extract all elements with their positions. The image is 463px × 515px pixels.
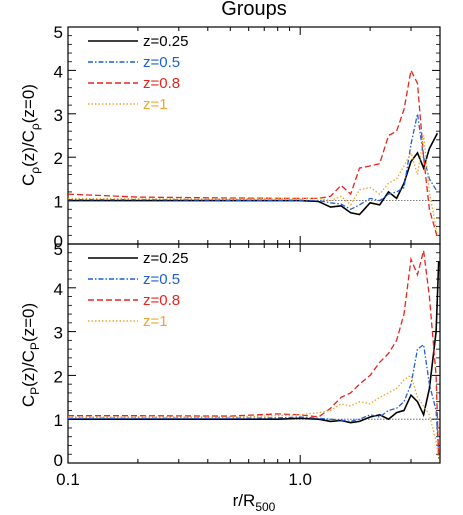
y-tick-label: 4 <box>54 280 63 299</box>
y-tick-label: 3 <box>54 106 63 125</box>
chart-title: Groups <box>221 0 287 20</box>
legend-label-z=0.25: z=0.25 <box>143 250 188 267</box>
x-tick-label: 1.0 <box>288 470 312 489</box>
y-tick-label: 2 <box>54 149 63 168</box>
panel-bottom-legend: z=0.25 z=0.5 z=0.8 z=1 <box>88 250 188 330</box>
panel-bottom-series <box>68 250 440 459</box>
panel-top: 0 1 2 3 4 5 z=0.25 z=0.5 z=0.8 z=1 Cρ(z)/Cρ(z=0) <box>19 23 441 251</box>
x-axis-label: r/R500 <box>233 491 276 514</box>
panel-top-series <box>67 68 439 238</box>
series-line-z=0.8 <box>68 250 440 459</box>
series-line-z=1 <box>68 374 440 459</box>
legend-label-z=1: z=1 <box>143 313 168 330</box>
y-tick-label: 1 <box>54 193 63 212</box>
series-line-z=0.5 <box>68 113 438 211</box>
series-line-z=1 <box>67 135 439 236</box>
series-line-z=0.25 <box>68 132 439 216</box>
legend-label-z=0.5: z=0.5 <box>143 271 180 288</box>
legend-label-z=0.25: z=0.25 <box>143 33 188 50</box>
panel-top-legend: z=0.25 z=0.5 z=0.8 z=1 <box>88 33 188 113</box>
legend-label-z=0.8: z=0.8 <box>143 292 180 309</box>
y-tick-label: 3 <box>54 324 63 343</box>
panel-top-ticks: 0 1 2 3 4 5 <box>54 23 441 251</box>
y-tick-label: 0 <box>54 232 63 251</box>
panel-bottom-frame <box>67 243 441 464</box>
y-tick-label: 2 <box>54 367 63 386</box>
y-tick-label: 1 <box>54 411 63 430</box>
legend-label-z=1: z=1 <box>143 96 168 113</box>
y-tick-label: 5 <box>54 23 63 42</box>
panel-bottom-ticks: 0 1 2 3 4 5 <box>54 240 441 470</box>
legend-label-z=0.5: z=0.5 <box>143 54 180 71</box>
series-line-z=0.8 <box>67 68 439 238</box>
legend-label-z=0.8: z=0.8 <box>143 75 180 92</box>
y-tick-label: 5 <box>54 240 63 259</box>
series-line-z=0.25 <box>68 261 440 424</box>
series-line-z=0.5 <box>68 343 440 455</box>
x-tick-label: 0.1 <box>56 470 80 489</box>
x-tick-labels: 0.1 1.0 <box>56 470 312 489</box>
panel-bottom-y-axis-label: CP(z)/CP(z=0) <box>19 303 42 407</box>
panel-bottom: 0 1 2 3 4 5 z=0.25 z=0.5 z=0.8 z=1 CP(z)/CP(z=0) <box>19 240 441 470</box>
y-tick-label: 4 <box>54 62 63 81</box>
panel-top-frame <box>67 26 441 245</box>
panel-top-y-axis-label: Cρ(z)/Cρ(z=0) <box>19 84 42 186</box>
y-tick-label: 0 <box>54 451 63 470</box>
